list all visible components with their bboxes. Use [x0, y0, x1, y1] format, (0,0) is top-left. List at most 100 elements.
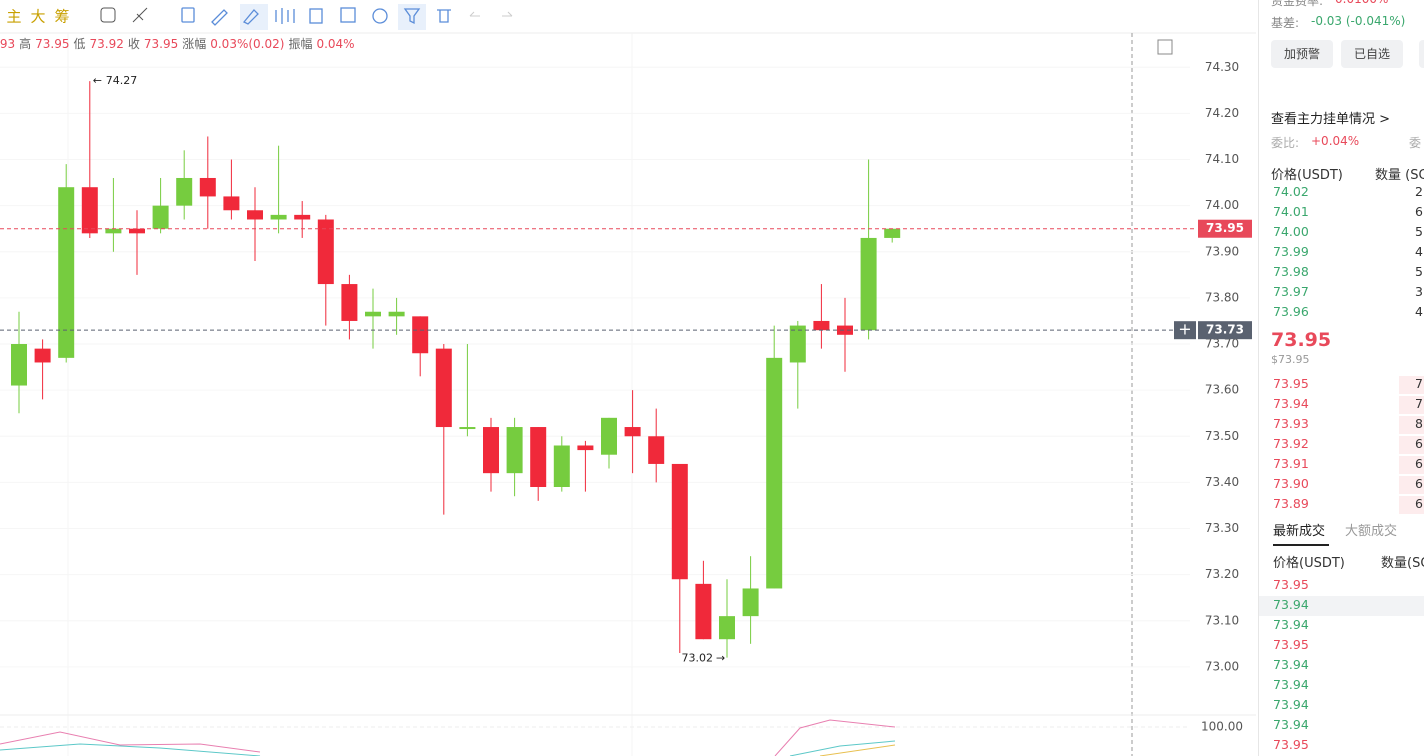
candle-body [530, 427, 547, 487]
candle-body [294, 214, 311, 220]
ohlc-header: .93高73.95低73.92收73.95涨幅0.03%(0.02)振幅0.04… [0, 35, 359, 52]
depth-bar [1399, 396, 1424, 414]
y-tick-label: 73.20 [1205, 567, 1239, 581]
price-tag-label: 73.95 [1206, 221, 1244, 235]
ask-qty: 3. [1415, 284, 1424, 299]
book-header: 价格(USDT) [1271, 168, 1343, 183]
button-edge [1419, 40, 1424, 68]
button[interactable]: 加预警 [1271, 40, 1333, 68]
expand-icon[interactable] [1157, 39, 1173, 55]
bid-qty: 6. [1415, 456, 1424, 471]
y-tick-label: 73.30 [1205, 521, 1239, 535]
y-tick-label: 73.10 [1205, 613, 1239, 627]
y-tick-label: 73.80 [1205, 290, 1239, 304]
candle-body [105, 228, 122, 234]
last-price: 73.95 [1271, 329, 1332, 351]
bid-qty: 6 [1415, 476, 1423, 491]
depth-bar [1399, 496, 1424, 514]
candle-body [435, 348, 452, 428]
ohlc-field: 涨幅 [182, 37, 207, 51]
trade-price: 73.94 [1273, 657, 1309, 672]
plus: + [1178, 320, 1191, 339]
bid-price: 73.89 [1273, 496, 1309, 511]
ask-qty: 6. [1415, 204, 1424, 219]
candle-body [365, 311, 381, 317]
ask-qty: 4 [1415, 304, 1423, 319]
funding-value: 0.0100% [1335, 0, 1388, 6]
ohlc-field: 振幅 [288, 37, 313, 51]
candle-body [695, 583, 712, 640]
ask-price: 73.97 [1273, 284, 1309, 299]
trade-price: 73.94 [1273, 617, 1309, 632]
y-tick-label: 73.60 [1205, 383, 1239, 397]
depth-bar [1399, 416, 1424, 434]
button[interactable]: 已自选 [1341, 40, 1403, 68]
ohlc-field: 0.03%(0.02) [210, 37, 285, 51]
ask-qty: 2. [1415, 184, 1424, 199]
candle-body [388, 311, 405, 317]
ask-qty: 5. [1415, 224, 1424, 239]
ask-price: 74.02 [1273, 184, 1309, 199]
y-tick-label: 74.30 [1205, 60, 1239, 74]
bid-price: 73.91 [1273, 456, 1309, 471]
candle-body [601, 417, 617, 455]
candle-body [412, 316, 429, 354]
trade-header: 价格(USDT) [1273, 556, 1345, 571]
ask-price: 73.98 [1273, 264, 1309, 279]
candle-body [11, 344, 27, 386]
candle-body [884, 228, 901, 238]
candle-body [270, 214, 287, 220]
add-button [1174, 321, 1196, 340]
ratio-value: +0.04% [1311, 134, 1360, 148]
ohlc-field: 0.04% [316, 37, 355, 51]
trade-price: 73.94 [1273, 677, 1309, 692]
ask-qty: 4. [1415, 244, 1424, 259]
y-tick-label: 73.90 [1205, 244, 1239, 258]
trade-tab[interactable]: 大额成交 [1345, 524, 1398, 539]
arrow: ← [93, 74, 102, 87]
trade-price: 73.94 [1273, 717, 1309, 732]
indicator-line [0, 743, 261, 756]
bid-price: 73.94 [1273, 396, 1309, 411]
max-label: 74.27 [106, 74, 138, 87]
bid-qty: 6. [1415, 496, 1424, 511]
ask-price: 74.01 [1273, 204, 1309, 219]
candle-body [860, 237, 877, 331]
basis-label: 基差: [1271, 16, 1300, 30]
candle-body [58, 187, 75, 358]
link[interactable]: 查看主力挂单情况 > [1271, 112, 1391, 127]
trade-price: 73.94 [1273, 697, 1309, 712]
candle-body [719, 616, 735, 640]
candle-body [577, 445, 594, 451]
bid-price: 73.90 [1273, 476, 1309, 491]
ask-qty: 5. [1415, 264, 1424, 279]
trade-price: 73.95 [1273, 637, 1309, 652]
depth-bar [1399, 456, 1424, 474]
y-tick-label: 73.50 [1205, 429, 1239, 443]
min-label: 73.02 [682, 652, 714, 665]
ohlc-field: 收 [127, 37, 140, 51]
candle-body [247, 210, 263, 220]
bid-qty: 7. [1415, 396, 1424, 411]
ohlc-field: 73.95 [143, 37, 179, 51]
trade-tab[interactable]: 最新成交 [1273, 524, 1326, 539]
funding-label: 资金费率: [1271, 0, 1324, 8]
bid-price: 73.95 [1273, 376, 1309, 391]
y-tick-label: 74.00 [1205, 198, 1239, 212]
tool-icon[interactable] [177, 4, 199, 26]
price-tag-label: 73.73 [1206, 323, 1244, 337]
candle-body [789, 325, 806, 363]
y-tick-label: 74.10 [1205, 152, 1239, 166]
candle-body [152, 205, 169, 229]
candle-body [624, 427, 641, 437]
bid-qty: 8. [1415, 416, 1424, 431]
toolbar-icons [181, 4, 451, 30]
tab-underline [1273, 544, 1329, 546]
candle-body [176, 177, 193, 206]
candle-body [341, 284, 358, 321]
ohlc-field: 低 [73, 37, 86, 51]
y-tick-label: 73.00 [1205, 659, 1239, 673]
candle-body [837, 325, 853, 335]
candle-body [506, 427, 523, 474]
